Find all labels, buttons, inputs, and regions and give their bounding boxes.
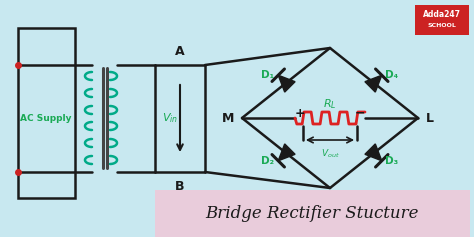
- Text: L: L: [426, 111, 434, 124]
- Text: +: +: [295, 106, 305, 119]
- Bar: [18, 28, 75, 198]
- Text: Adda247: Adda247: [423, 9, 461, 18]
- Bar: [415, 5, 469, 35]
- Text: A: A: [175, 45, 185, 58]
- Text: D₄: D₄: [385, 70, 399, 80]
- Text: $V_{in}$: $V_{in}$: [162, 111, 178, 125]
- Text: $R_L$: $R_L$: [323, 97, 337, 111]
- Text: Bridge Rectifier Stucture: Bridge Rectifier Stucture: [205, 205, 419, 222]
- Text: D₁: D₁: [262, 70, 274, 80]
- Polygon shape: [365, 75, 382, 92]
- Text: −: −: [355, 106, 365, 119]
- Bar: [155, 190, 470, 237]
- Text: AC Supply: AC Supply: [20, 114, 72, 123]
- Polygon shape: [365, 144, 382, 161]
- Text: B: B: [175, 180, 185, 193]
- Text: SCHOOL: SCHOOL: [428, 23, 456, 27]
- Text: D₃: D₃: [385, 156, 399, 166]
- Text: $V_{out}$: $V_{out}$: [320, 148, 339, 160]
- Text: M: M: [222, 111, 234, 124]
- Text: D₂: D₂: [262, 156, 274, 166]
- Polygon shape: [278, 75, 295, 92]
- Polygon shape: [278, 144, 295, 161]
